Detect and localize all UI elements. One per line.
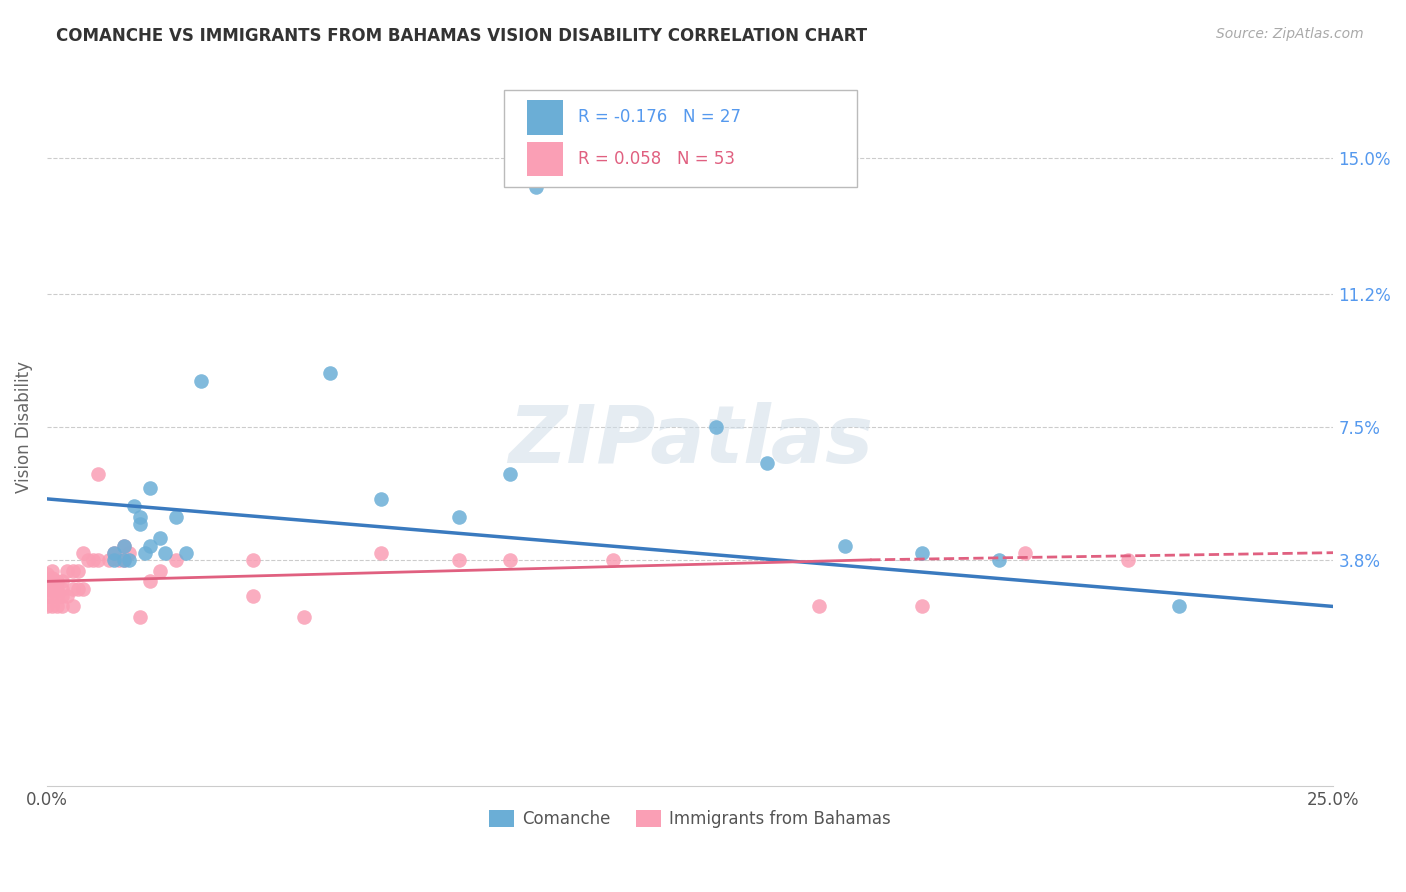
Point bbox=[82, 553, 104, 567]
Text: Source: ZipAtlas.com: Source: ZipAtlas.com bbox=[1216, 27, 1364, 41]
Point bbox=[447, 509, 470, 524]
Point bbox=[56, 589, 79, 603]
Point bbox=[108, 553, 131, 567]
Point bbox=[46, 589, 69, 603]
Point bbox=[35, 582, 58, 596]
Point bbox=[128, 509, 150, 524]
Point bbox=[447, 553, 470, 567]
Point bbox=[51, 599, 73, 614]
Point bbox=[46, 599, 69, 614]
Point bbox=[87, 553, 110, 567]
Point bbox=[35, 574, 58, 589]
Point bbox=[35, 589, 58, 603]
Text: ZIPatlas: ZIPatlas bbox=[508, 402, 873, 481]
Point bbox=[242, 589, 264, 603]
Point bbox=[704, 420, 727, 434]
Point bbox=[370, 491, 392, 506]
Point bbox=[807, 599, 830, 614]
Point bbox=[149, 532, 172, 546]
Point bbox=[139, 574, 162, 589]
Point bbox=[118, 546, 141, 560]
Point bbox=[134, 546, 156, 560]
Point bbox=[139, 539, 162, 553]
FancyBboxPatch shape bbox=[503, 90, 858, 186]
Point bbox=[103, 553, 125, 567]
Bar bbox=[527, 142, 562, 176]
Point bbox=[165, 553, 187, 567]
Point bbox=[72, 546, 94, 560]
Text: R = 0.058   N = 53: R = 0.058 N = 53 bbox=[578, 150, 735, 168]
Point bbox=[41, 599, 63, 614]
Point bbox=[112, 539, 135, 553]
Point bbox=[292, 610, 315, 624]
Point bbox=[46, 582, 69, 596]
Point bbox=[77, 553, 100, 567]
Point bbox=[911, 599, 934, 614]
Point bbox=[66, 564, 89, 578]
Point bbox=[911, 546, 934, 560]
Bar bbox=[527, 100, 562, 135]
Point bbox=[103, 546, 125, 560]
Point bbox=[41, 582, 63, 596]
Point bbox=[499, 553, 522, 567]
Point bbox=[139, 481, 162, 495]
Y-axis label: Vision Disability: Vision Disability bbox=[15, 361, 32, 493]
Point bbox=[72, 582, 94, 596]
Point bbox=[834, 539, 856, 553]
Point bbox=[756, 456, 779, 470]
Point bbox=[112, 553, 135, 567]
Point bbox=[66, 582, 89, 596]
Point bbox=[51, 582, 73, 596]
Point bbox=[128, 610, 150, 624]
Point bbox=[87, 467, 110, 481]
Point bbox=[524, 179, 547, 194]
Point bbox=[112, 539, 135, 553]
Point bbox=[149, 564, 172, 578]
Point bbox=[103, 546, 125, 560]
Point bbox=[124, 499, 146, 513]
Point bbox=[319, 367, 342, 381]
Point bbox=[499, 467, 522, 481]
Point bbox=[118, 553, 141, 567]
Point bbox=[62, 599, 84, 614]
Point bbox=[1014, 546, 1036, 560]
Point bbox=[97, 553, 120, 567]
Point bbox=[370, 546, 392, 560]
Point bbox=[62, 582, 84, 596]
Point bbox=[41, 589, 63, 603]
Point bbox=[165, 509, 187, 524]
Point bbox=[62, 564, 84, 578]
Point bbox=[112, 553, 135, 567]
Point bbox=[128, 516, 150, 531]
Point bbox=[51, 574, 73, 589]
Point bbox=[46, 574, 69, 589]
Text: COMANCHE VS IMMIGRANTS FROM BAHAMAS VISION DISABILITY CORRELATION CHART: COMANCHE VS IMMIGRANTS FROM BAHAMAS VISI… bbox=[56, 27, 868, 45]
Point bbox=[41, 564, 63, 578]
Text: R = -0.176   N = 27: R = -0.176 N = 27 bbox=[578, 108, 741, 127]
Point bbox=[41, 578, 63, 592]
Point bbox=[1116, 553, 1139, 567]
Point bbox=[41, 571, 63, 585]
Point bbox=[190, 374, 212, 388]
Point bbox=[174, 546, 197, 560]
Point bbox=[35, 567, 58, 582]
Point bbox=[242, 553, 264, 567]
Point bbox=[51, 589, 73, 603]
Legend: Comanche, Immigrants from Bahamas: Comanche, Immigrants from Bahamas bbox=[482, 804, 897, 835]
Point bbox=[35, 599, 58, 614]
Point bbox=[987, 553, 1010, 567]
Point bbox=[56, 564, 79, 578]
Point bbox=[1168, 599, 1191, 614]
Point bbox=[602, 553, 624, 567]
Point bbox=[155, 546, 177, 560]
